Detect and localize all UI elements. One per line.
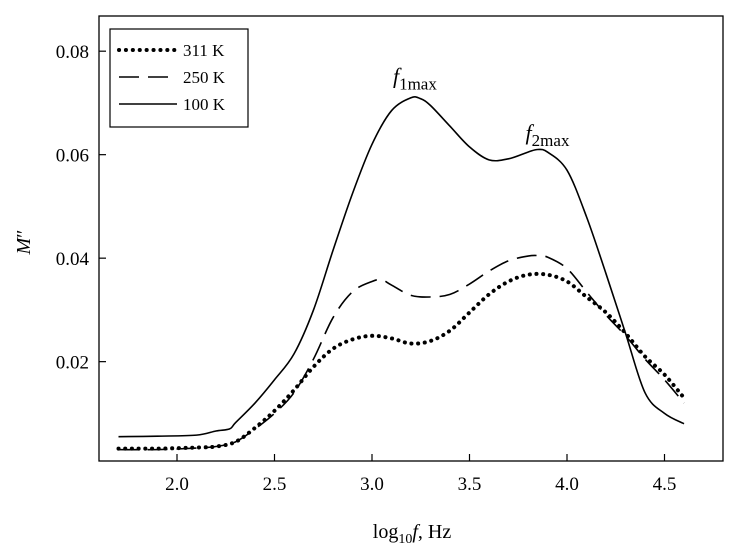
series-line-311k	[116, 271, 686, 451]
series-line-250k	[118, 254, 685, 451]
legend-label-250k: 250 K	[183, 68, 226, 87]
annotation-f2max-var: f	[526, 120, 535, 145]
x-tick-label: 4.5	[653, 474, 677, 495]
y-tick-label: 0.06	[56, 146, 89, 167]
x-tick-label: 2.5	[263, 474, 287, 495]
y-tick-label: 0.08	[56, 42, 89, 63]
x-tick-label: 3.5	[458, 474, 482, 495]
x-tick-label: 4.0	[555, 474, 579, 495]
x-axis-title: log10f, Hz	[373, 521, 452, 547]
series-line-100k	[118, 96, 685, 438]
legend-box	[109, 28, 249, 128]
x-tick-label: 2.0	[165, 474, 189, 495]
y-axis-title: M″	[13, 229, 35, 255]
annotation-f1max-sub: 1max	[399, 74, 437, 93]
x-axis-title-var: f	[412, 521, 420, 543]
annotation-f2max: f2max	[526, 120, 570, 150]
annotation-f1max-var: f	[393, 63, 402, 88]
x-axis-title-rest: , Hz	[418, 521, 451, 543]
series-layer	[116, 96, 686, 451]
x-axis-ticks: 2.0 2.5 3.0 3.5 4.0 4.5	[165, 454, 676, 495]
x-axis-title-sub: 10	[398, 532, 412, 547]
plot-frame	[98, 15, 724, 462]
y-axis-ticks: 0.02 0.04 0.06 0.08	[56, 42, 106, 374]
annotation-f1max: f1max	[393, 63, 437, 93]
annotation-f2max-sub: 2max	[532, 131, 570, 150]
legend-label-100k: 100 K	[183, 95, 226, 114]
x-tick-label: 3.0	[360, 474, 384, 495]
x-axis-title-base: log	[373, 521, 399, 543]
legend-label-311k: 311 K	[183, 41, 225, 60]
legend: 311 K 250 K 100 K	[109, 28, 249, 128]
y-axis-title-prime: ″	[13, 229, 35, 237]
y-tick-label: 0.02	[56, 353, 89, 374]
y-axis-title-main: M	[13, 237, 35, 256]
y-tick-label: 0.04	[56, 249, 90, 270]
